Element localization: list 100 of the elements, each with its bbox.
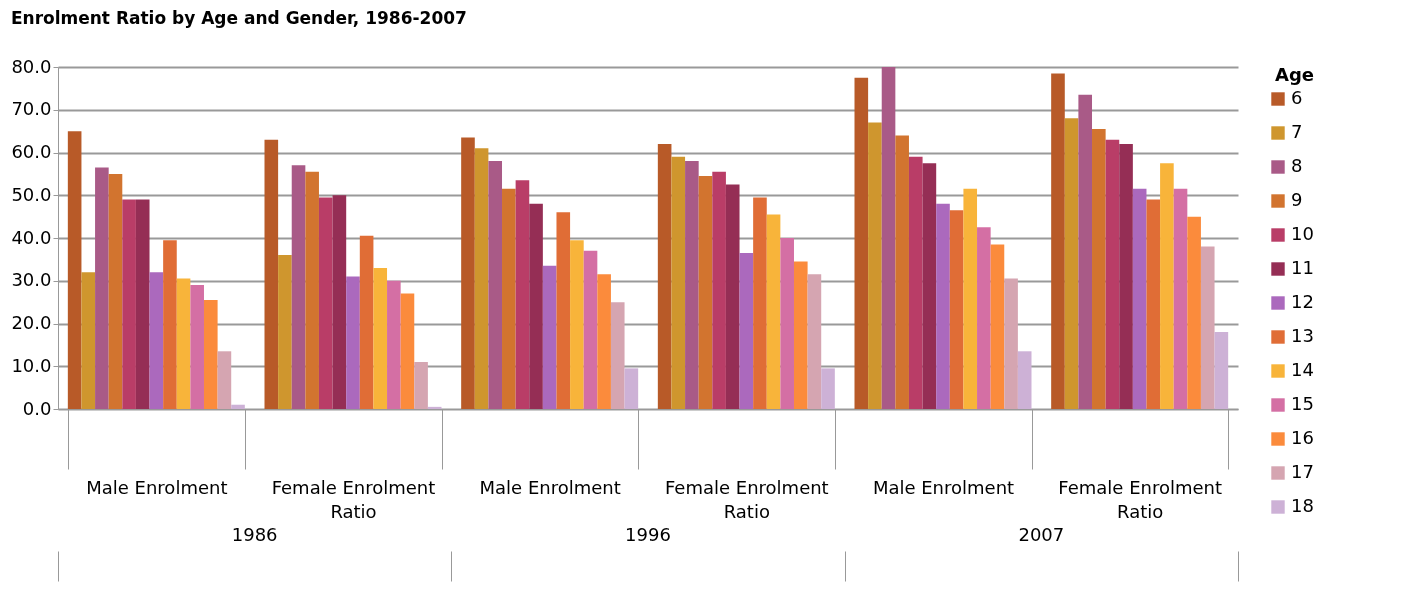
bar <box>203 299 218 409</box>
bar <box>624 368 639 409</box>
bar <box>657 143 672 409</box>
bar <box>1017 351 1032 409</box>
legend-label: 16 <box>1291 427 1314 448</box>
bar <box>610 302 625 409</box>
bar <box>108 173 123 409</box>
bar <box>291 165 306 409</box>
bar <box>122 199 136 409</box>
y-tick-label: 10.0 <box>11 354 52 376</box>
bar <box>807 274 822 409</box>
bar <box>318 197 333 409</box>
bar <box>1160 163 1174 409</box>
legend-label: 17 <box>1291 461 1314 482</box>
bar <box>1214 332 1229 409</box>
bar <box>1105 139 1120 409</box>
bar <box>753 197 767 409</box>
legend-label: 9 <box>1291 189 1303 210</box>
bar <box>359 235 374 409</box>
legend-label: 11 <box>1291 257 1314 278</box>
bar <box>1200 246 1215 409</box>
bar <box>373 267 388 409</box>
bar <box>922 163 937 409</box>
legend-label: 18 <box>1291 495 1314 516</box>
legend-label: 6 <box>1291 87 1303 108</box>
legend-label: 14 <box>1291 359 1314 380</box>
bar <box>414 361 428 409</box>
x-tick-label: Female Enrolment Ratio <box>664 476 829 522</box>
bar <box>821 368 835 409</box>
bar <box>502 188 516 409</box>
bar <box>488 161 503 409</box>
bar <box>1004 278 1018 409</box>
bar <box>135 199 150 409</box>
bar <box>977 227 991 409</box>
y-tick-label: 60.0 <box>11 141 52 162</box>
legend-label: 7 <box>1291 121 1303 142</box>
bar <box>881 67 896 409</box>
bar <box>1078 94 1093 409</box>
bar <box>529 203 543 409</box>
y-tick-label: 30.0 <box>11 269 52 291</box>
bar <box>1187 216 1201 409</box>
legend-label: 12 <box>1291 291 1314 312</box>
bar <box>461 137 475 409</box>
bar <box>400 293 415 409</box>
bar <box>868 122 882 409</box>
bar <box>766 214 781 409</box>
bar <box>725 184 740 409</box>
y-tick-label: 0.0 <box>22 397 52 419</box>
y-tick-label: 80.0 <box>11 55 52 77</box>
bar <box>427 406 442 409</box>
bar <box>176 278 191 409</box>
bar <box>685 161 699 409</box>
bar <box>346 276 360 409</box>
bar <box>1146 199 1161 409</box>
bar <box>1173 188 1188 409</box>
bar <box>149 272 164 409</box>
y-tick-label: 20.0 <box>11 312 52 333</box>
bar <box>1051 73 1065 409</box>
y-tick-label: 50.0 <box>11 183 52 205</box>
text: 1986 <box>231 524 278 545</box>
bar <box>936 203 950 409</box>
bar <box>474 148 489 409</box>
bar <box>1092 128 1106 409</box>
bar <box>712 171 726 409</box>
bar <box>332 195 347 409</box>
bar <box>217 351 232 409</box>
legend-label: 10 <box>1291 223 1314 244</box>
bar <box>908 156 923 409</box>
bar <box>583 250 598 409</box>
bar <box>671 156 686 409</box>
bar <box>1132 188 1147 409</box>
bar <box>163 240 177 409</box>
legend-title: Age <box>1274 64 1314 85</box>
x-tick-label: Male Enrolment <box>86 476 228 498</box>
chart-title: Enrolment Ratio by Age and Gender, 1986-2007 <box>10 8 467 28</box>
bar <box>67 131 82 409</box>
bar <box>556 212 571 409</box>
bar <box>597 274 611 409</box>
x-tick-label: Female Enrolment Ratio <box>271 476 436 522</box>
bar <box>854 77 869 409</box>
bar <box>949 210 964 409</box>
y-tick-label: 70.0 <box>11 98 52 120</box>
bar <box>739 252 754 409</box>
bar <box>793 261 808 409</box>
bar <box>963 188 978 409</box>
bar <box>387 280 401 409</box>
bar <box>264 139 279 409</box>
bar <box>1119 143 1133 409</box>
x-tick-label: Male Enrolment <box>872 476 1015 498</box>
text: 1996 <box>625 524 671 545</box>
bar <box>190 285 204 409</box>
bar <box>278 255 292 409</box>
bar <box>1064 118 1079 409</box>
text: 2007 <box>1018 524 1065 545</box>
bar <box>698 176 713 409</box>
bar <box>542 265 557 409</box>
legend-label: 13 <box>1291 325 1314 346</box>
legend-label: 8 <box>1291 155 1303 176</box>
bar <box>231 404 245 409</box>
bar <box>570 240 584 409</box>
